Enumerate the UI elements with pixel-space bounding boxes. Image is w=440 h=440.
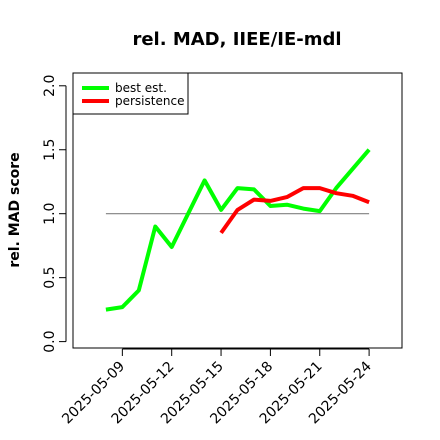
series-line-best-est — [105, 148, 371, 312]
legend-box — [72, 72, 189, 115]
series-line-persistence — [219, 186, 370, 235]
plot-frame — [72, 72, 403, 349]
y-tick-label: 1.0 — [42, 203, 58, 225]
legend: best est. persistence — [72, 72, 189, 115]
y-tick-label: 0.5 — [42, 267, 58, 289]
y-tick-label: 2.0 — [42, 75, 58, 97]
legend-label-persistence: persistence — [115, 94, 184, 108]
y-tick-label: 1.5 — [42, 139, 58, 161]
y-axis-label: rel. MAD score — [7, 152, 23, 267]
y-tick-label: 0.0 — [42, 330, 58, 352]
series-layer — [105, 148, 371, 312]
axes: 2025-05-092025-05-122025-05-152025-05-18… — [42, 75, 375, 428]
chart-title: rel. MAD, IIEE/IE-mdl — [132, 29, 341, 50]
legend-label-best-est: best est. — [115, 81, 167, 95]
